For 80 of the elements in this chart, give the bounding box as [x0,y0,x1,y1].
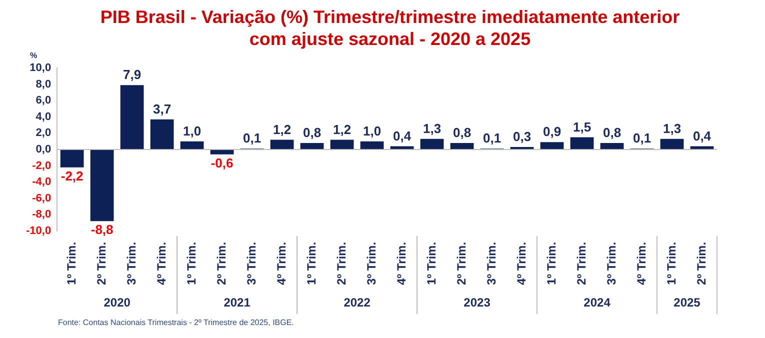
x-tick-label: 1º Trim. [424,242,438,286]
y-tick-label: -4,0 [32,176,52,188]
data-label: 0,1 [243,130,262,146]
y-tick-label: 2,0 [36,127,52,140]
text: 2023 [464,295,491,310]
data-label: 0,8 [303,125,322,140]
x-tick-label: 3º Trim. [244,242,258,286]
data-label: 7,9 [123,67,142,82]
x-tick-label: 2º Trim. [214,242,228,286]
text: 2024 [584,295,611,310]
x-tick-label: 1º Trim. [304,242,318,286]
text: 2022 [344,295,371,310]
y-tick-label: -2,0 [32,160,52,172]
data-label: 1,2 [273,122,292,137]
bar [450,142,474,150]
x-tick-label: 2º Trim. [574,242,588,286]
data-label: 1,0 [363,123,382,138]
y-tick-label: 8,0 [36,78,52,90]
x-tick-label: 4º Trim. [274,242,288,286]
y-tick-label: -8,0 [32,208,52,221]
x-tick-label: 2º Trim. [694,242,708,286]
bar [600,142,624,150]
bar [660,138,684,150]
y-tick-label: 4,0 [36,110,52,123]
x-tick-label: 3º Trim. [484,242,498,286]
x-tick-label: 3º Trim. [604,242,618,286]
data-label: -8,8 [90,222,114,238]
data-label: 1,0 [183,123,202,138]
y-tick-label: 10,0 [30,62,52,74]
bar [330,140,354,150]
data-label: 0,3 [512,129,532,144]
bar [120,85,144,150]
chart-title: PIB Brasil - Variação (%) Trimestre/trimestre imediatamente anterior com ajuste sazonal - 2020 a 2025 [99,6,681,50]
bar [60,149,84,168]
x-tick-label: 3º Trim. [124,242,138,286]
data-label: -0,6 [210,155,234,170]
x-tick-label: 3º Trim. [364,242,378,286]
x-tick-label: 2º Trim. [334,242,348,286]
bar [180,141,204,150]
data-label: 1,2 [333,122,352,137]
x-tick-label: 1º Trim. [664,242,678,286]
data-label: 0,1 [482,130,502,146]
bar [90,149,114,222]
data-label: 0,4 [392,128,412,144]
x-tick-label: 4º Trim. [394,242,408,286]
y-tick-label: -6,0 [32,192,52,204]
y-axis-title: % [30,51,38,60]
data-label: 1,3 [662,120,682,136]
data-label: -2,2 [60,168,84,184]
data-label: 0,4 [692,128,712,144]
y-tick-label: -10,0 [26,224,52,237]
bar [570,137,594,150]
data-label: 0,9 [542,124,562,140]
data-label: 0,8 [602,125,622,140]
data-label: 3,7 [153,101,172,116]
x-tick-label: 1º Trim. [544,242,558,286]
y-tick-label: 0,0 [36,144,52,156]
bar [300,142,324,150]
x-tick-label: 4º Trim. [634,242,648,286]
source-note: Fonte: Contas Nacionais Trimestrais - 2º Trimestre de 2025, IBGE. [58,318,294,328]
data-label: 0,1 [632,130,652,146]
bar [420,138,444,150]
text: 2020 [104,295,131,310]
x-tick-label: 1º Trim. [184,242,198,286]
data-label: 0,8 [452,125,472,140]
x-tick-label: 2º Trim. [94,242,108,286]
x-tick-label: 2º Trim. [454,242,468,286]
bar [150,119,174,150]
bar [360,141,384,150]
x-tick-label: 1º Trim. [64,242,78,286]
y-tick-label: 6,0 [36,94,52,107]
data-label: 1,3 [422,120,442,136]
text: 2025 [674,295,701,310]
x-tick-label: 4º Trim. [514,242,528,286]
text: 2021 [224,295,251,310]
bar [270,140,294,150]
bar [540,142,564,150]
bar [210,149,234,154]
x-tick-label: 4º Trim. [154,242,168,286]
data-label: 1,5 [572,119,592,134]
